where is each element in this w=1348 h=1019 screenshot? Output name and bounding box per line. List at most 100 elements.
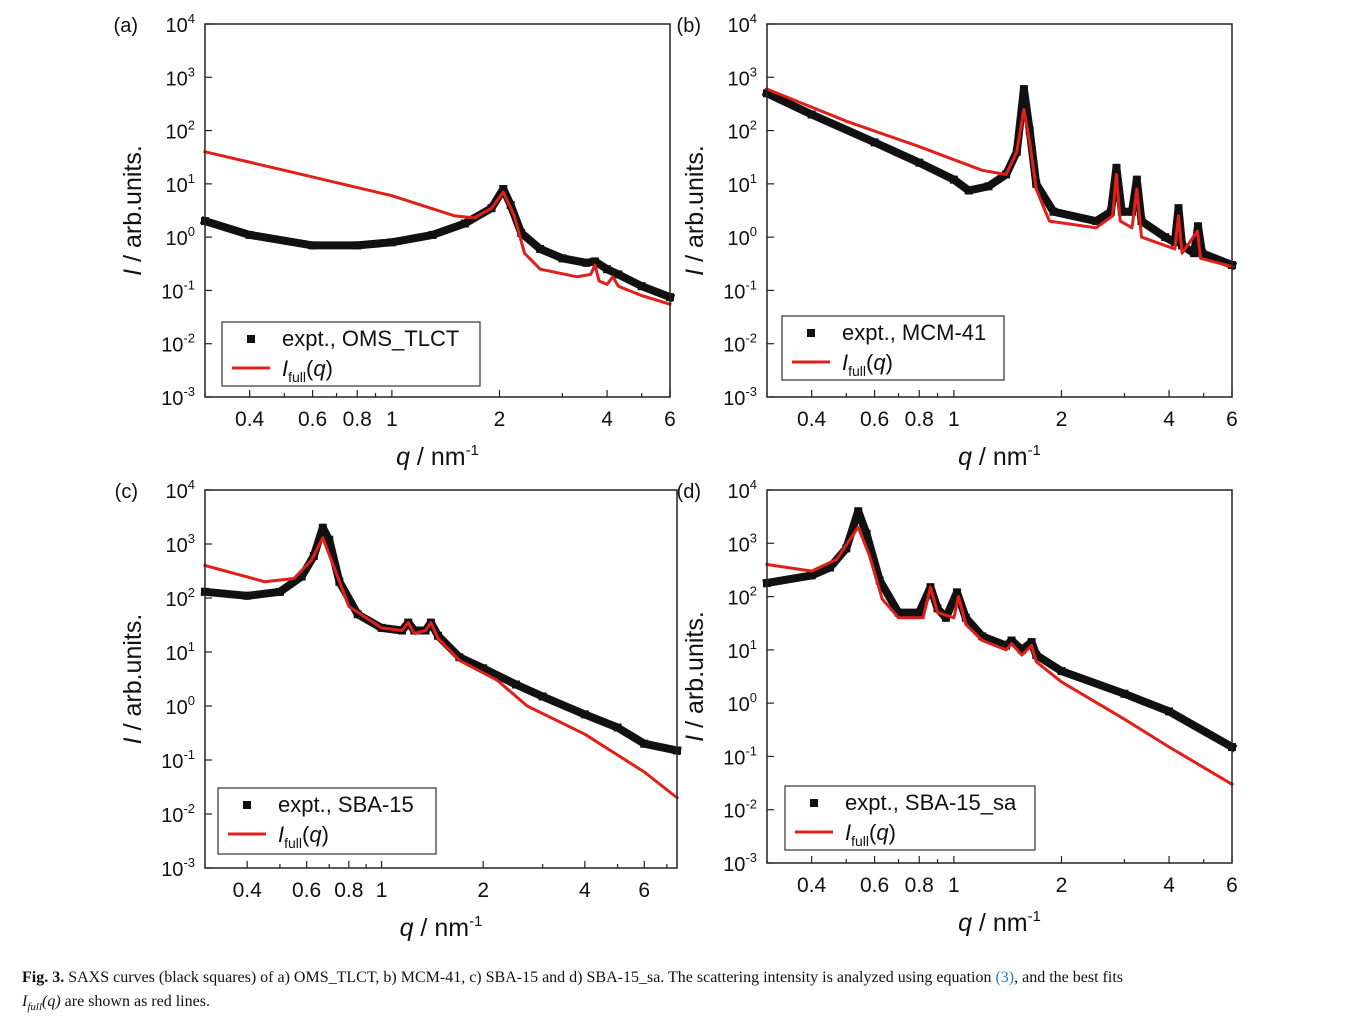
data-point [1019, 85, 1028, 94]
y-tick-exponent: 4 [188, 11, 195, 26]
y-tick-exponent: 3 [750, 530, 757, 545]
legend-label-expt: expt., MCM-41 [842, 320, 986, 345]
y-tick-exponent: -2 [183, 801, 195, 816]
legend: expt., OMS_TLCT Ifull(q) [221, 321, 481, 387]
y-axis-unit: / arb.units. [681, 145, 709, 269]
x-axis-symbol: q [958, 443, 972, 471]
chart-panel-c: 0.4 0.6 0.8 1 2 4 610-310-210-1100101102103104… [115, 477, 682, 942]
legend-box [217, 787, 437, 855]
y-tick-exponent: 2 [188, 118, 195, 133]
x-tick-label: 2 [477, 879, 489, 902]
x-axis-exponent: -1 [1028, 908, 1041, 925]
data-point [1092, 217, 1101, 226]
legend-label-fit: Ifull(q) [842, 350, 893, 379]
data-point [1002, 641, 1011, 650]
y-tick-exponent: 2 [750, 118, 757, 133]
equation-link[interactable]: (3) [995, 969, 1015, 986]
y-tick-label: 10-2 [723, 331, 757, 357]
legend-label-expt: expt., OMS_TLCT [282, 326, 459, 351]
data-point [1194, 222, 1203, 231]
x-axis-label: q / nm-1 [958, 442, 1041, 471]
data-point [964, 186, 973, 195]
y-axis-symbol: I [119, 269, 147, 276]
fit-symbol: I [282, 356, 288, 381]
y-tick-exponent: -3 [745, 850, 757, 865]
x-axis-unit: / nm [413, 914, 469, 942]
data-point [297, 572, 306, 581]
x-tick-label: 2 [1056, 408, 1068, 431]
data-point [428, 230, 437, 239]
data-point [353, 610, 362, 619]
data-point [245, 230, 254, 239]
data-point [842, 544, 851, 553]
data-point [984, 182, 993, 191]
y-axis-label: I / arb.units. [119, 145, 147, 276]
y-tick-label: 10-3 [161, 384, 195, 410]
legend-square-marker [247, 335, 255, 343]
fit-paren-close: ) [886, 350, 893, 375]
chart-panel-a: 0.4 0.6 0.8 1 2 4 610-310-210-1100101102103104… [114, 11, 676, 471]
fit-subscript: full [288, 369, 306, 385]
y-tick-exponent: 3 [750, 64, 757, 79]
y-tick-label: 103 [728, 64, 757, 90]
data-point [582, 258, 591, 267]
data-point [614, 270, 623, 279]
y-tick-label: 10-1 [161, 277, 195, 303]
data-point [603, 265, 612, 274]
data-point [894, 608, 903, 617]
plot-frame [766, 489, 1233, 864]
data-point [1017, 645, 1026, 654]
y-tick-label: 104 [728, 477, 757, 503]
figure: 0.4 0.6 0.8 1 2 4 610-310-210-1100101102103104… [114, 11, 1238, 942]
y-tick-label: 100 [728, 224, 757, 250]
y-tick-label: 102 [166, 585, 195, 611]
x-tick-label: 0.6 [860, 874, 889, 897]
y-axis-label: I / arb.units. [681, 611, 709, 742]
y-tick-exponent: -3 [745, 384, 757, 399]
legend-label-expt: expt., SBA-15 [278, 792, 414, 817]
fit-arg: (q) [42, 993, 61, 1010]
x-axis-symbol: q [396, 443, 410, 471]
legend-square-marker [807, 329, 815, 337]
fit-symbol: I [845, 820, 851, 845]
x-axis-unit: / nm [972, 909, 1028, 937]
x-tick-label: 0.4 [235, 408, 265, 431]
x-tick-label: 2 [494, 408, 506, 431]
caption-text-3: are shown as red lines. [64, 993, 210, 1010]
plot-frame [204, 23, 671, 398]
x-tick-label: 0.8 [343, 408, 372, 431]
data-point [1112, 163, 1121, 172]
y-tick-label: 10-1 [161, 747, 195, 773]
fit-series [765, 525, 1235, 787]
y-tick-exponent: 3 [188, 64, 195, 79]
plot-frame [204, 489, 678, 869]
y-tick-label: 10-2 [161, 331, 195, 357]
data-point [637, 282, 646, 291]
x-tick-label: 0.6 [292, 879, 321, 902]
legend-square-marker [810, 799, 818, 807]
data-point [1137, 217, 1146, 226]
legend-label-fit: Ifull(q) [845, 820, 896, 849]
x-tick-label: 0.4 [797, 874, 827, 897]
y-tick-label: 10-3 [723, 384, 757, 410]
data-point [1007, 636, 1016, 645]
fit-paren-close: ) [326, 356, 333, 381]
y-tick-label: 10-2 [161, 801, 195, 827]
y-axis-label: I / arb.units. [119, 614, 147, 745]
data-point [243, 591, 252, 600]
fit-arg: q [873, 350, 886, 375]
caption-text-2: , and the best fits [1014, 969, 1123, 986]
data-point [1106, 207, 1115, 216]
data-point [558, 254, 567, 263]
y-tick-label: 100 [166, 224, 195, 250]
legend-label-expt: expt., SBA-15_sa [845, 790, 1017, 815]
x-tick-label: 4 [579, 879, 591, 902]
y-tick-exponent: -1 [183, 277, 195, 292]
data-point [854, 507, 863, 516]
x-axis-symbol: q [958, 909, 972, 937]
data-point [1165, 707, 1174, 716]
y-axis-unit: / arb.units. [681, 611, 709, 735]
fit-subscript: full [848, 363, 866, 379]
data-point [613, 723, 622, 732]
x-tick-label: 1 [948, 874, 960, 897]
